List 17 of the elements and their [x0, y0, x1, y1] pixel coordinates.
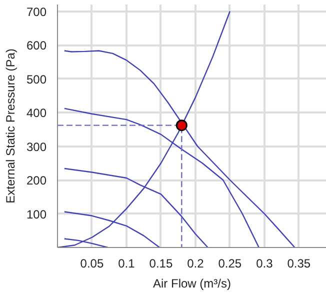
x-tick-label: 0.15	[149, 256, 173, 270]
y-tick-label: 700	[26, 4, 47, 19]
x-tick-label: 0.1	[118, 256, 136, 270]
x-axis-title: Air Flow (m³/s)	[153, 276, 232, 290]
y-tick-label: 500	[26, 72, 47, 86]
line-series	[64, 50, 296, 248]
x-tick-label: 0.25	[218, 256, 242, 270]
y-tick-label: 200	[26, 174, 47, 188]
y-axis-title: External Static Pressure (Pa)	[3, 48, 18, 204]
y-tick-label: 600	[26, 38, 47, 52]
y-tick-label: 100	[26, 207, 47, 222]
x-tick-label: 0.35	[287, 256, 311, 270]
y-tick-label: 400	[26, 106, 47, 120]
x-tick-label: 0.2	[187, 256, 204, 270]
y-tick-label: 300	[26, 140, 47, 154]
x-tick-label: 0.05	[80, 256, 104, 270]
x-tick-label: 0.3	[256, 256, 274, 270]
